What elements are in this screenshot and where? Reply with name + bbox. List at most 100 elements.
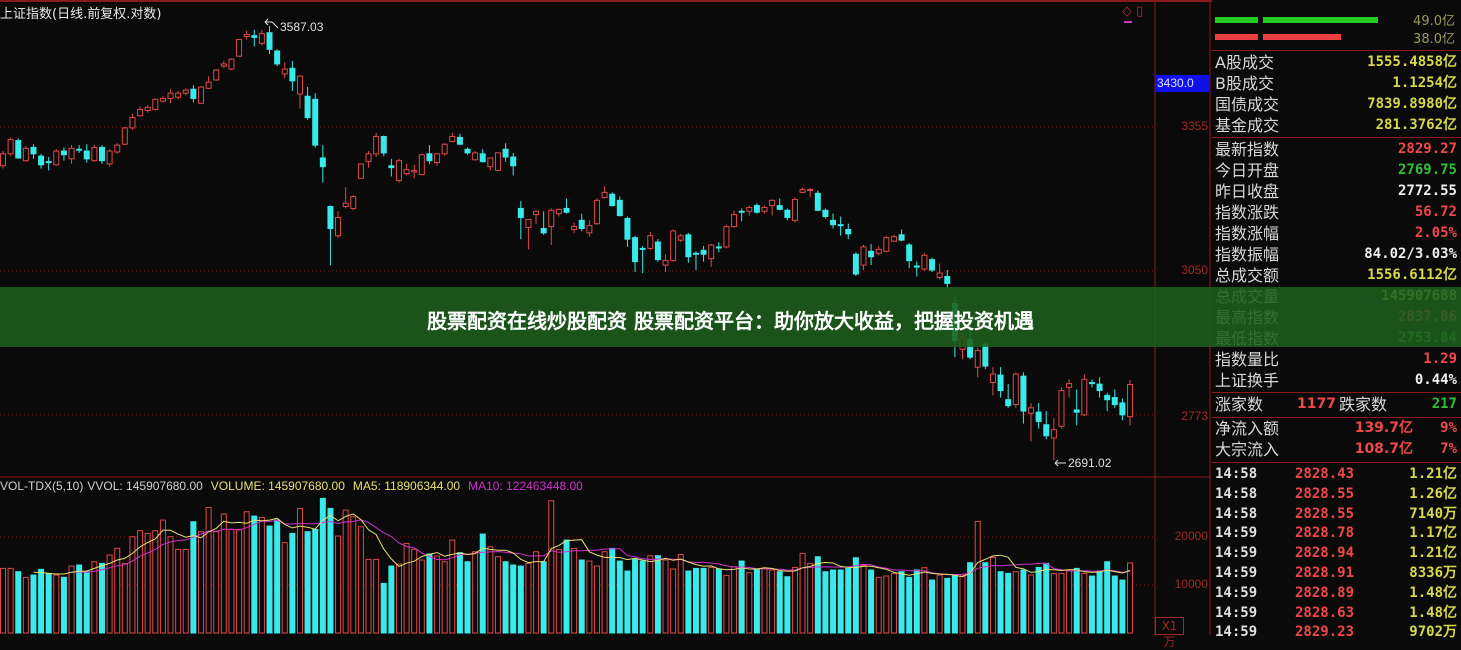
- volume-bar: [45, 572, 52, 634]
- candle: [479, 149, 486, 163]
- candle: [906, 243, 913, 269]
- volume-bar: [350, 516, 357, 634]
- divider: [1212, 417, 1461, 418]
- candle-body: [1035, 411, 1042, 422]
- index-stat-row: 最新指数 2829.27: [1215, 139, 1457, 160]
- candle-body: [403, 168, 410, 175]
- candle: [403, 163, 410, 176]
- candle-body: [434, 153, 441, 164]
- volume-bar: [274, 519, 281, 634]
- candle-body: [335, 216, 342, 237]
- candle-body: [365, 153, 372, 163]
- candle: [342, 187, 349, 209]
- candle: [441, 143, 448, 157]
- volume-bar: [1043, 562, 1050, 634]
- volume-bar: [761, 568, 768, 634]
- volume-bar: [335, 535, 342, 634]
- candle: [304, 87, 311, 120]
- stat-value: 1.29: [1423, 351, 1457, 367]
- window-icon[interactable]: ▯: [1136, 4, 1144, 19]
- candle: [593, 198, 600, 225]
- stat-label: 指数涨跌: [1215, 203, 1280, 222]
- candle-body: [769, 199, 776, 207]
- candle: [83, 144, 90, 163]
- candle-body: [609, 193, 616, 207]
- candle: [563, 198, 570, 214]
- candle-body: [593, 199, 600, 225]
- candle: [1005, 384, 1012, 408]
- candle: [60, 147, 67, 161]
- candle: [929, 257, 936, 273]
- candle: [548, 208, 555, 245]
- candles: [0, 25, 1134, 461]
- volume-bar: [654, 555, 661, 634]
- candle: [30, 144, 37, 159]
- candle: [708, 244, 715, 268]
- tick-price: 2829.23: [1295, 624, 1355, 641]
- candle: [609, 192, 616, 207]
- turnover-value: 281.3762亿: [1375, 117, 1457, 133]
- tick-row: 14:59 2828.89 1.48亿: [1215, 583, 1457, 603]
- candle-body: [890, 236, 897, 242]
- candle: [738, 208, 745, 222]
- diamond-icon[interactable]: ◇: [1122, 4, 1132, 19]
- indicator-name[interactable]: VOL-TDX(5,10): [0, 479, 84, 493]
- flow-pct: 7%: [1440, 441, 1457, 457]
- tick-row: 14:58 2828.55 1.26亿: [1215, 484, 1457, 504]
- candle: [350, 195, 357, 211]
- candle: [525, 218, 532, 250]
- tick-row: 14:58 2828.43 1.21亿: [1215, 464, 1457, 484]
- volume-bar: [632, 558, 639, 634]
- volume-bar: [852, 557, 859, 634]
- candle-body: [1028, 407, 1035, 414]
- volume-value: VOLUME: 145907680.00: [210, 479, 345, 493]
- candle-body: [578, 219, 585, 230]
- candle-body: [373, 135, 380, 155]
- volume-bar: [677, 553, 684, 634]
- candle-body: [38, 155, 45, 166]
- candle: [327, 205, 334, 266]
- tick-volume: 9702万: [1409, 624, 1457, 641]
- flow-label: 净流入额: [1215, 419, 1280, 438]
- volume-bar: [685, 570, 692, 634]
- candle: [220, 60, 227, 69]
- volume-bar: [936, 574, 943, 634]
- candle-body: [1119, 402, 1126, 416]
- volume-bar: [205, 506, 212, 634]
- candle-body: [654, 241, 661, 261]
- candle-body: [456, 136, 463, 145]
- candle-body: [936, 272, 943, 278]
- inflow-value: 49.0亿: [1413, 14, 1455, 29]
- volume-bar: [898, 571, 905, 634]
- stat-label: 总成交额: [1215, 266, 1280, 285]
- candle-body: [1127, 384, 1134, 418]
- volume-bar: [723, 574, 730, 634]
- candle: [936, 263, 943, 280]
- candle: [1066, 379, 1073, 398]
- candle-body: [624, 217, 631, 240]
- volume-bar: [426, 553, 433, 634]
- volume-bar: [784, 576, 791, 634]
- candle: [1050, 418, 1057, 461]
- price-tick-label: 3050: [1181, 263, 1208, 277]
- candle-body: [685, 234, 692, 258]
- candle: [662, 254, 669, 273]
- outflow-value: 38.0亿: [1413, 32, 1455, 47]
- candle-body: [944, 275, 951, 284]
- promo-banner[interactable]: 股票配资在线炒股配资 股票配资平台：助你放大收益，把握投资机遇: [0, 287, 1461, 347]
- up-count-label: 涨家数: [1215, 395, 1264, 414]
- candle: [685, 232, 692, 263]
- candle-body: [472, 152, 479, 161]
- candle: [1058, 387, 1065, 429]
- candle: [989, 367, 996, 396]
- volume-bar: [974, 520, 981, 634]
- candle-body: [875, 248, 882, 254]
- candle: [319, 145, 326, 183]
- candlestick-chart[interactable]: [0, 0, 1212, 635]
- candle-body: [388, 165, 395, 169]
- candle: [182, 88, 189, 96]
- candle-body: [616, 199, 623, 217]
- volume-bar: [15, 571, 22, 634]
- flow-row: 净流入额 139.7亿 9%: [1215, 418, 1457, 439]
- tick-time: 14:58: [1215, 485, 1258, 502]
